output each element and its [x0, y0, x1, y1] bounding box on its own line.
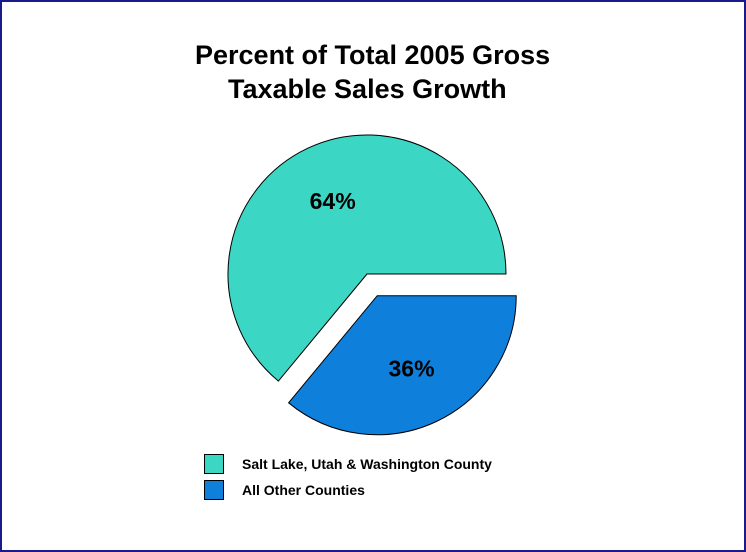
- legend-swatch-all-other-counties: [204, 480, 224, 500]
- legend-item-all-other-counties: All Other Counties: [204, 479, 365, 501]
- pie-labels: 36% 64%: [310, 188, 435, 382]
- legend-label-salt-lake-utah-washington: Salt Lake, Utah & Washington County: [242, 456, 492, 472]
- pie-value-label-all-other-counties: 36%: [389, 356, 435, 382]
- legend-label-all-other-counties: All Other Counties: [242, 482, 365, 498]
- legend-item-salt-lake-utah-washington: Salt Lake, Utah & Washington County: [204, 453, 492, 475]
- pie-slice-all-other-counties: [287, 295, 517, 436]
- pie-slices: [227, 134, 517, 436]
- pie-slice-salt-lake-utah-washington-county: [227, 134, 507, 382]
- chart-title-line-2: Taxable Sales Growth: [228, 74, 507, 104]
- pie-value-label-salt-lake-utah-washington-county: 64%: [310, 188, 356, 214]
- chart-title-line-1: Percent of Total 2005 Gross: [195, 40, 551, 70]
- legend-swatch-salt-lake-utah-washington: [204, 454, 224, 474]
